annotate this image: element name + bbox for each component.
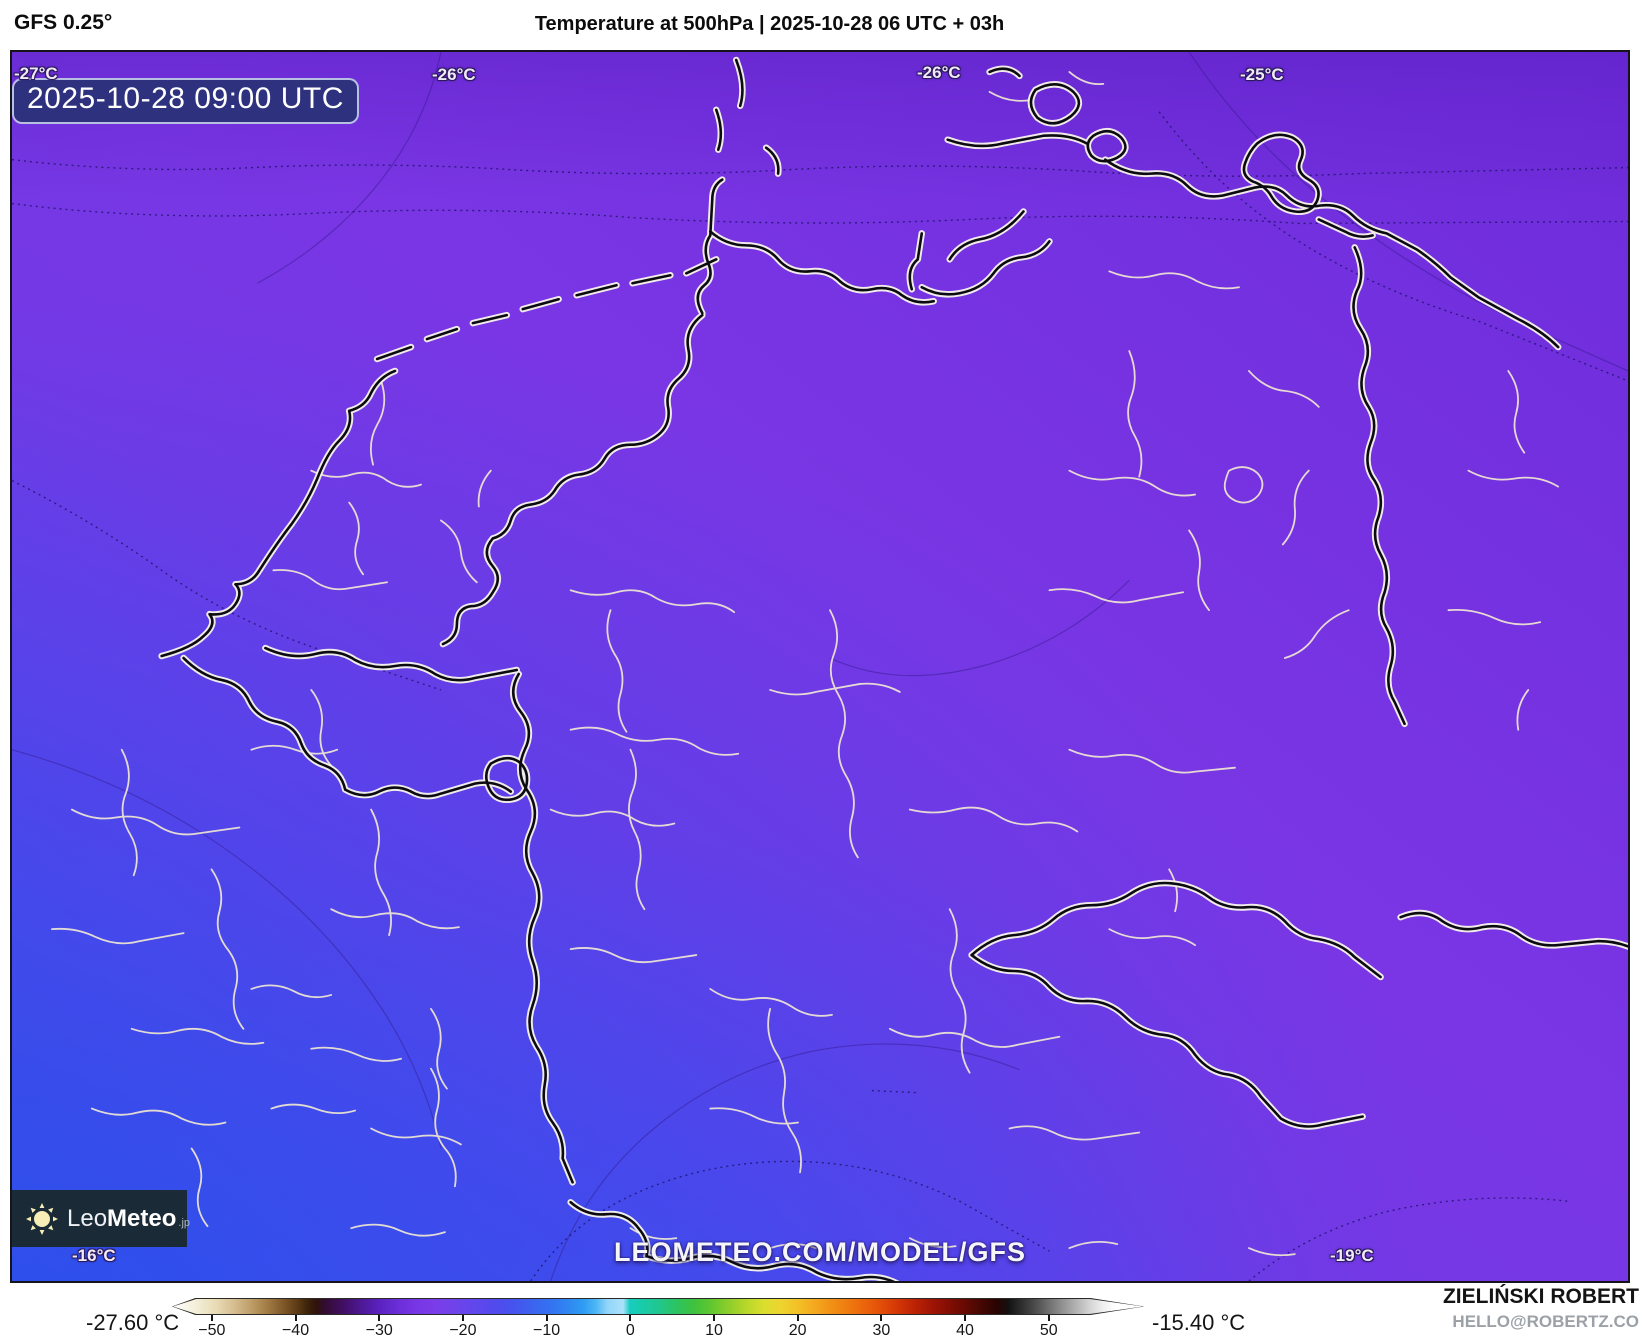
logo-text-bold: Meteo (107, 1204, 177, 1232)
contour-region-edges (12, 52, 1628, 1281)
author-email: HELLO@ROBERTZ.CO (1452, 1312, 1639, 1331)
colorbar-tick-label: −40 (281, 1322, 310, 1339)
region-borders (51, 71, 1560, 1257)
colorbar-tick-label: −20 (449, 1322, 477, 1339)
contour-lines (12, 111, 1628, 1281)
contour-label: -26°C (432, 65, 476, 84)
colorbar-tick-label: 10 (705, 1322, 723, 1339)
contour-label: -25°C (1240, 65, 1284, 84)
sun-icon (26, 1202, 58, 1235)
colorbar-tick-label: −50 (198, 1322, 226, 1339)
contour-label: -27°C (14, 64, 58, 83)
logo-text-light: Leo (67, 1204, 108, 1232)
logo-wordmark: Leo Meteo .jp (67, 1205, 190, 1233)
site-watermark: LEOMETEO.COM/MODEL/GFS (614, 1237, 1026, 1267)
colorbar-tick (629, 1315, 632, 1321)
colorbar-tick (210, 1315, 213, 1321)
colorbar-gradient (173, 1299, 1143, 1314)
colorbar-tick-label: −30 (365, 1322, 393, 1339)
colorbar-tick (964, 1315, 967, 1321)
model-label: GFS 0.25° (14, 11, 113, 34)
contour-label: -19°C (1330, 1246, 1374, 1265)
header-bar: GFS 0.25° Temperature at 500hPa | 2025-1… (0, 0, 1649, 50)
colorbar-outline (172, 1298, 1144, 1315)
colorbar-tick (880, 1315, 883, 1321)
author-name: ZIELIŃSKI ROBERT (1442, 1285, 1639, 1308)
weather-map: 2025-10-28 09:00 UTC -27°C -26°C -26°C -… (10, 50, 1630, 1283)
colorbar-tick-label: 50 (1039, 1322, 1058, 1339)
timestamp-badge: 2025-10-28 09:00 UTC (12, 78, 359, 124)
colorbar-tick (545, 1315, 548, 1321)
map-canvas (12, 52, 1628, 1281)
colorbar-tick-label: −10 (533, 1322, 561, 1339)
colorbar-tick (461, 1315, 464, 1321)
contour-label: -16°C (72, 1246, 116, 1265)
page-title: Temperature at 500hPa | 2025-10-28 06 UT… (534, 13, 1005, 35)
colorbar-tick (796, 1315, 799, 1321)
colorbar-tick (378, 1315, 381, 1321)
colorbar-tick-label: 20 (788, 1322, 807, 1339)
contour-label: -26°C (917, 63, 961, 82)
colorbar-tick (1047, 1315, 1050, 1321)
colorbar-tick-label: 30 (872, 1322, 891, 1339)
colorbar-tick-label: 40 (956, 1322, 974, 1339)
colorbar-tick (712, 1315, 715, 1321)
colorbar-tick (294, 1315, 297, 1321)
footer-bar: -27.60 °C −50 −40 −30 −20 −10 0 10 20 30… (0, 1283, 1649, 1339)
colorbar-min-value: -27.60 °C (86, 1310, 180, 1335)
logo-text-suffix: .jp (178, 1216, 191, 1229)
colorbar: −50 −40 −30 −20 −10 0 10 20 30 40 50 (172, 1298, 1144, 1339)
colorbar-max-value: -15.40 °C (1152, 1310, 1246, 1335)
leometeo-logo: Leo Meteo .jp (12, 1190, 190, 1247)
colorbar-tick-label: 0 (625, 1322, 635, 1339)
